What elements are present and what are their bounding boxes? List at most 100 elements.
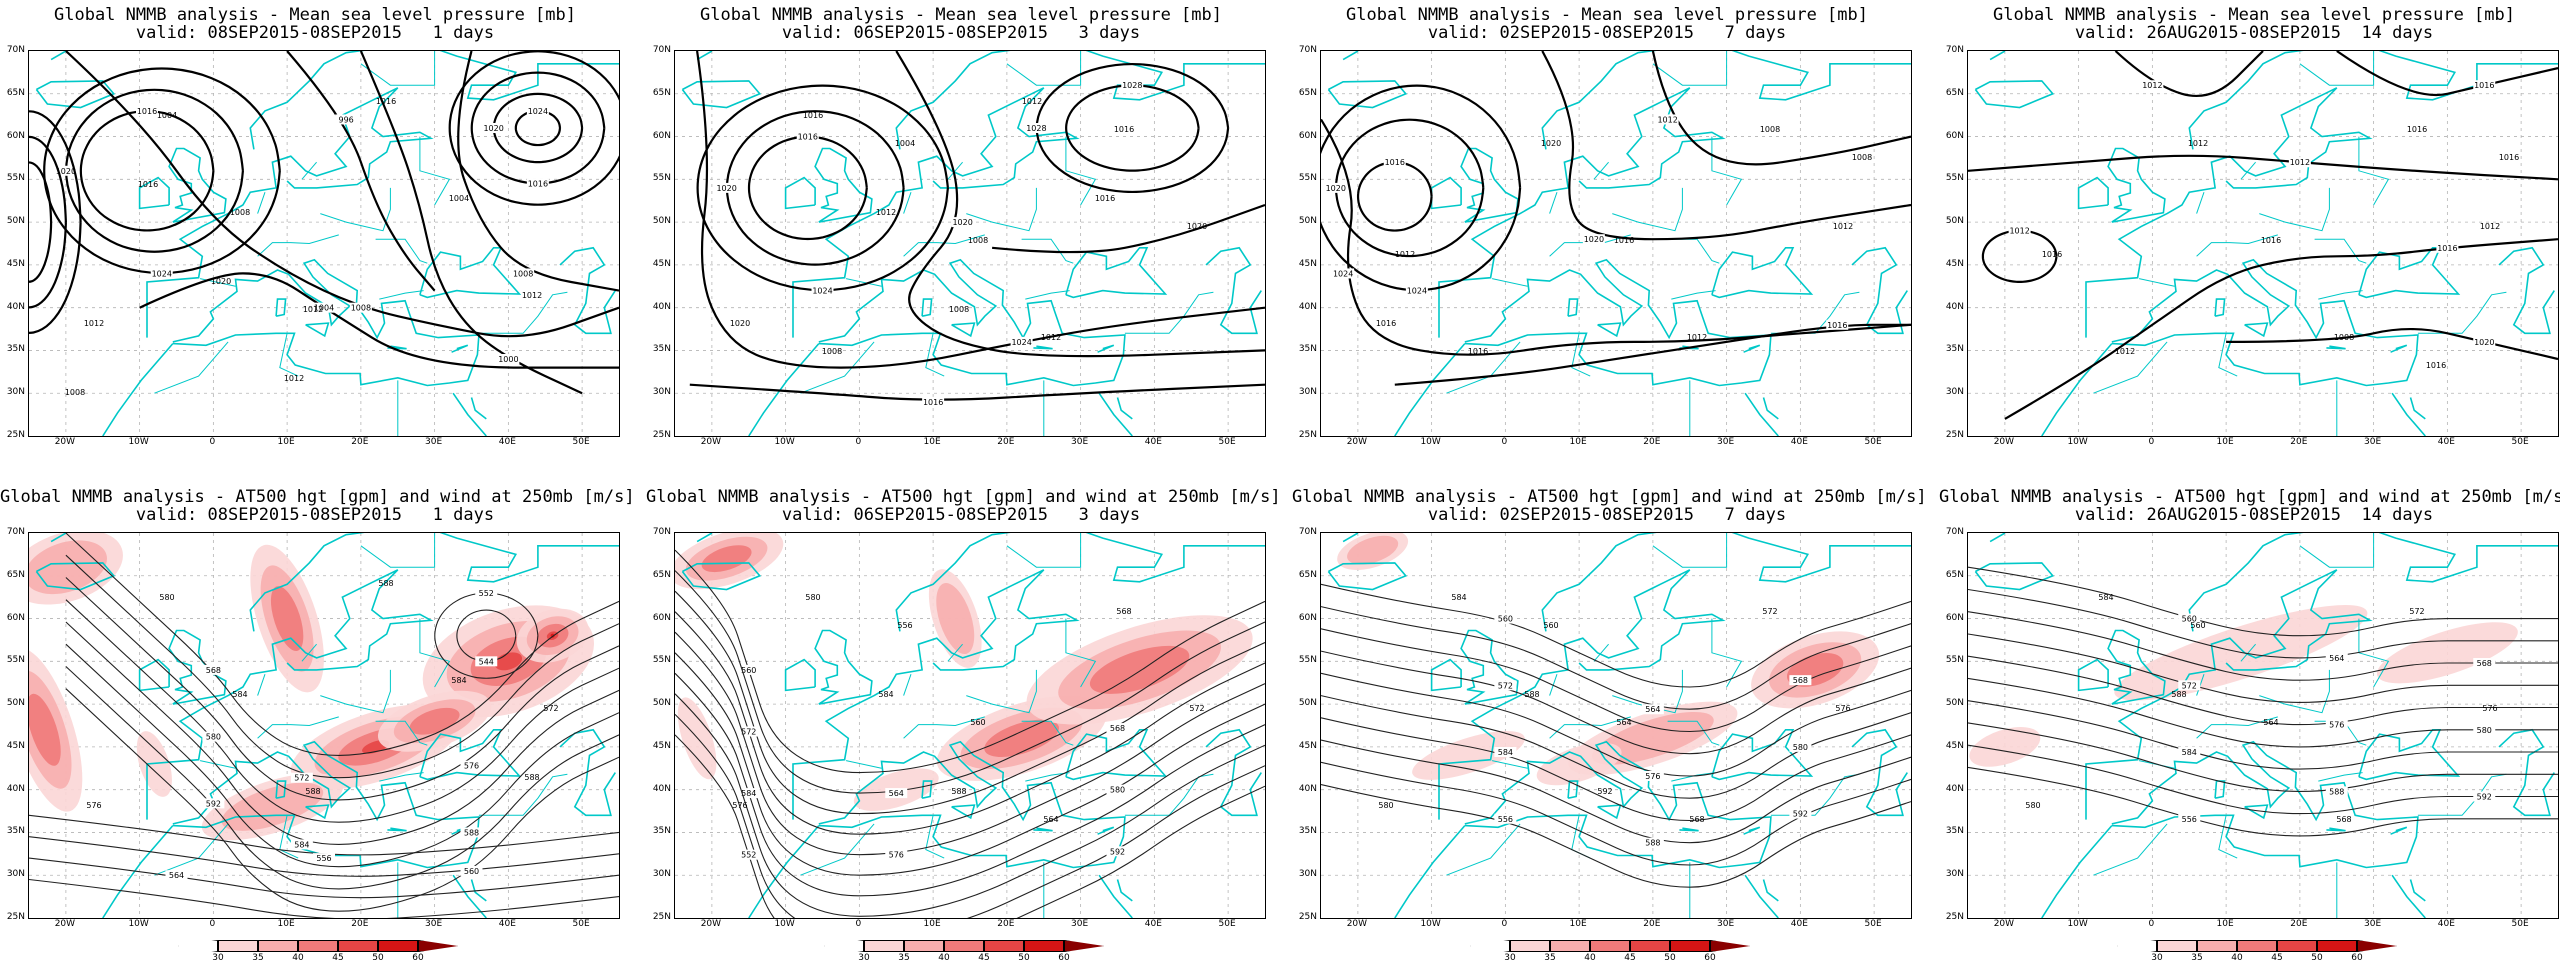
coastline-segment [1567, 298, 1579, 317]
isoline-label: 572 [1498, 681, 1513, 690]
border-segment [1006, 51, 1082, 86]
isoline-label: 552 [741, 851, 756, 860]
wind-speed-region [29, 693, 61, 766]
border-segment [2138, 278, 2175, 287]
panel-valid-range: valid: 08SEP2015-08SEP2015 1 days [135, 505, 495, 525]
border-segment [925, 815, 945, 859]
isoline-label-bg [202, 798, 225, 809]
latitude-tick-label: 45N [1298, 258, 1317, 269]
isoline-label: 568 [1689, 815, 1704, 824]
isoline-label: 556 [897, 621, 912, 630]
panel-valid-range: valid: 06SEP2015-08SEP2015 3 days [781, 23, 1141, 43]
isoline-label-bg [475, 656, 498, 667]
isoline-label: 588 [378, 579, 393, 588]
border-segment [2358, 618, 2390, 688]
coastline-segment [1989, 51, 2006, 61]
latitude-tick-label: 45N [6, 740, 25, 751]
isoline [675, 652, 1265, 876]
border-segment [1711, 618, 1743, 688]
isoline [29, 161, 53, 283]
latitude-tick-label: 45N [1945, 740, 1964, 751]
isoline-label: 568 [206, 666, 221, 675]
colorbar-swatch [2197, 940, 2237, 952]
longitude-tick-label: 20E [997, 437, 1015, 447]
map-frame: 560 564 568 572 576 580 584 588 592 556 560 564 568 5… [1967, 532, 2559, 919]
isoline [456, 609, 517, 662]
border-segment [419, 136, 451, 206]
isoline-label: 588 [305, 787, 320, 796]
longitude-tick-label: 20W [1346, 919, 1368, 929]
border-segment [1671, 290, 1716, 300]
isoline-label: 584 [451, 676, 466, 685]
border-segment [1667, 720, 1720, 746]
coastline-segment [441, 533, 619, 583]
isoline-label-bg [1494, 747, 1517, 758]
isoline-label-bg [2178, 813, 2201, 824]
coastline-segment [1327, 562, 1408, 591]
isoline [696, 51, 1265, 369]
longitude-tick-label: 10W [1420, 437, 1441, 447]
isoline [65, 533, 619, 756]
border-segment [257, 192, 266, 214]
isoline [1968, 655, 2558, 726]
border-segment [199, 760, 236, 769]
wind-speed-colorbar: 30 35 40 45 50 60 [1470, 940, 1800, 963]
colorbar-swatch [338, 940, 378, 952]
longitude-tick-label: 10E [1569, 919, 1587, 929]
isoline-label: 588 [524, 773, 539, 782]
coastline-segment [2409, 397, 2426, 420]
wind-speed-colorbar: 30 35 40 45 50 60 [824, 940, 1154, 963]
isoline [65, 643, 619, 868]
colorbar-swatch [258, 940, 298, 952]
longitude-tick-label: 20W [54, 437, 76, 447]
isoline-label-bg [1405, 285, 1428, 296]
isoline-label: 576 [86, 801, 101, 810]
isoline-label-bg [2473, 724, 2496, 735]
isoline-label: 1004 [157, 111, 177, 120]
isoline-label: 1020 [2474, 338, 2494, 347]
map-canvas: 568 572 576 580 584 588 592 544 552 556 560 564 572 5… [29, 533, 619, 918]
latitude-tick-label: 35N [1298, 826, 1317, 837]
colorbar-tick-label: 35 [2191, 953, 2203, 963]
latitude-tick-label: 40N [1945, 783, 1964, 794]
map-canvas: 1012 1012 1016 1012 1016 1020 1016 1016 1016 1012… [1968, 51, 2558, 436]
isoline-label-bg [1121, 80, 1144, 91]
isoline-label-bg [1641, 704, 1664, 715]
isoline [1321, 84, 1522, 292]
latitude-tick-label: 50N [1298, 216, 1317, 227]
isoline-label: 1016 [798, 133, 818, 142]
latitude-tick-label: 30N [1298, 869, 1317, 880]
isoline-label-bg [497, 354, 520, 364]
isoline-label-bg [1641, 837, 1664, 848]
longitude-tick-label: 0 [1501, 919, 1508, 929]
colorbar-swatch [298, 940, 338, 952]
border-segment [279, 333, 299, 377]
isoline-label: 1008 [822, 347, 842, 356]
isoline-label-bg [1025, 123, 1048, 133]
border-segment [257, 234, 339, 257]
coastline-segment [1679, 827, 1699, 832]
isoline-label: 556 [1498, 815, 1513, 824]
colorbar-tick-label: 60 [412, 953, 424, 963]
colorbar-swatch [1024, 940, 1064, 952]
isoline-label: 1016 [1095, 194, 1115, 203]
isoline-label-bg [885, 788, 908, 799]
isoline-label: 560 [2190, 621, 2205, 630]
latitude-tick-label: 40N [652, 301, 671, 312]
coastline-segment [172, 740, 480, 869]
colorbar-swatch [2357, 940, 2397, 952]
map-frame: 1016 1020 1024 1028 1028 1024 1020 1016 1008 1004… [674, 50, 1266, 437]
isoline-label-bg [512, 268, 535, 279]
isoline-label: 564 [1645, 705, 1660, 714]
colorbar-swatch [178, 940, 218, 952]
latitude-tick-label: 55N [1298, 655, 1317, 666]
isoline-label-bg [737, 726, 760, 737]
isoline-label-bg [1789, 675, 1812, 686]
coastline-segment [2326, 827, 2346, 832]
isoline [29, 110, 82, 334]
colorbar-tick-label: 40 [938, 953, 950, 963]
isoline-label-bg [737, 788, 760, 799]
colorbar-swatch [218, 940, 258, 952]
coastline-segment [1711, 247, 1814, 299]
isoline-label: 1012 [1395, 250, 1415, 259]
